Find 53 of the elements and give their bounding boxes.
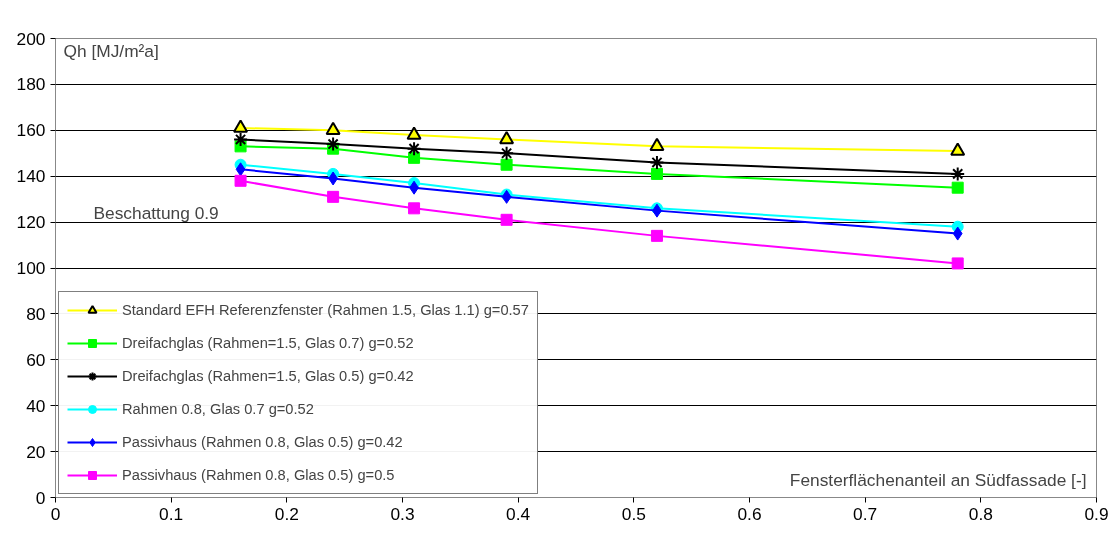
y-tick-label: 80 xyxy=(26,303,46,324)
point xyxy=(950,142,966,156)
x-tick-label: 0.9 xyxy=(1084,503,1109,524)
x-tick-label: 0 xyxy=(50,503,61,524)
x-tick-label: 0.2 xyxy=(274,503,299,524)
y-tick-label: 40 xyxy=(26,395,46,416)
legend-label: Dreifachglas (Rahmen=1.5, Glas 0.5) g=0.42 xyxy=(122,368,414,384)
legend-label: Passivhaus (Rahmen 0.8, Glas 0.5) g=0.5 xyxy=(122,467,395,483)
point xyxy=(650,167,663,180)
point xyxy=(406,126,422,140)
x-tick-label: 0.8 xyxy=(968,503,993,524)
point xyxy=(951,257,964,270)
legend-label: Passivhaus (Rahmen 0.8, Glas 0.5) g=0.42 xyxy=(122,434,403,450)
y-tick-label: 0 xyxy=(35,487,46,508)
point xyxy=(650,229,663,242)
x-tick-label: 0.3 xyxy=(390,503,415,524)
x-axis-title: Fensterflächenanteil an Südfassade [-] xyxy=(789,469,1087,490)
x-tick-label: 0.1 xyxy=(159,503,184,524)
point xyxy=(499,130,515,145)
y-tick-label: 180 xyxy=(16,74,46,95)
y-tick-label: 60 xyxy=(26,349,46,370)
annotation: Beschattung 0.9 xyxy=(93,202,219,223)
x-tick-label: 0.5 xyxy=(621,503,646,524)
y-axis-title: Qh [MJ/m²a] xyxy=(63,40,159,61)
point xyxy=(499,145,515,161)
x-tick-label: 0.7 xyxy=(853,503,878,524)
point xyxy=(500,158,513,171)
y-tick-label: 100 xyxy=(16,258,46,278)
point xyxy=(233,119,249,133)
point xyxy=(233,131,249,147)
legend-label: Standard EFH Referenzfenster (Rahmen 1.5, Glas 1.1) g=0.57 xyxy=(122,302,529,318)
x-tick-label: 0.4 xyxy=(506,503,531,524)
y-tick-label: 120 xyxy=(16,212,46,233)
legend-label: Dreifachglas (Rahmen=1.5, Glas 0.7) g=0.52 xyxy=(122,335,414,351)
point xyxy=(406,141,422,157)
y-tick-label: 160 xyxy=(16,120,46,141)
point xyxy=(327,190,340,203)
legend-label: Rahmen 0.8, Glas 0.7 g=0.52 xyxy=(122,401,314,417)
x-tick-label: 0.6 xyxy=(737,503,762,524)
point xyxy=(649,137,665,152)
point xyxy=(500,213,513,226)
point xyxy=(325,121,341,136)
point xyxy=(234,174,247,187)
point xyxy=(408,202,421,215)
y-tick-label: 20 xyxy=(26,441,46,462)
point xyxy=(649,154,665,170)
y-tick-label: 200 xyxy=(16,28,46,49)
point xyxy=(950,166,966,182)
point xyxy=(952,226,963,241)
point xyxy=(951,181,964,194)
y-tick-label: 140 xyxy=(16,166,46,187)
point xyxy=(235,162,246,177)
point xyxy=(325,136,341,152)
